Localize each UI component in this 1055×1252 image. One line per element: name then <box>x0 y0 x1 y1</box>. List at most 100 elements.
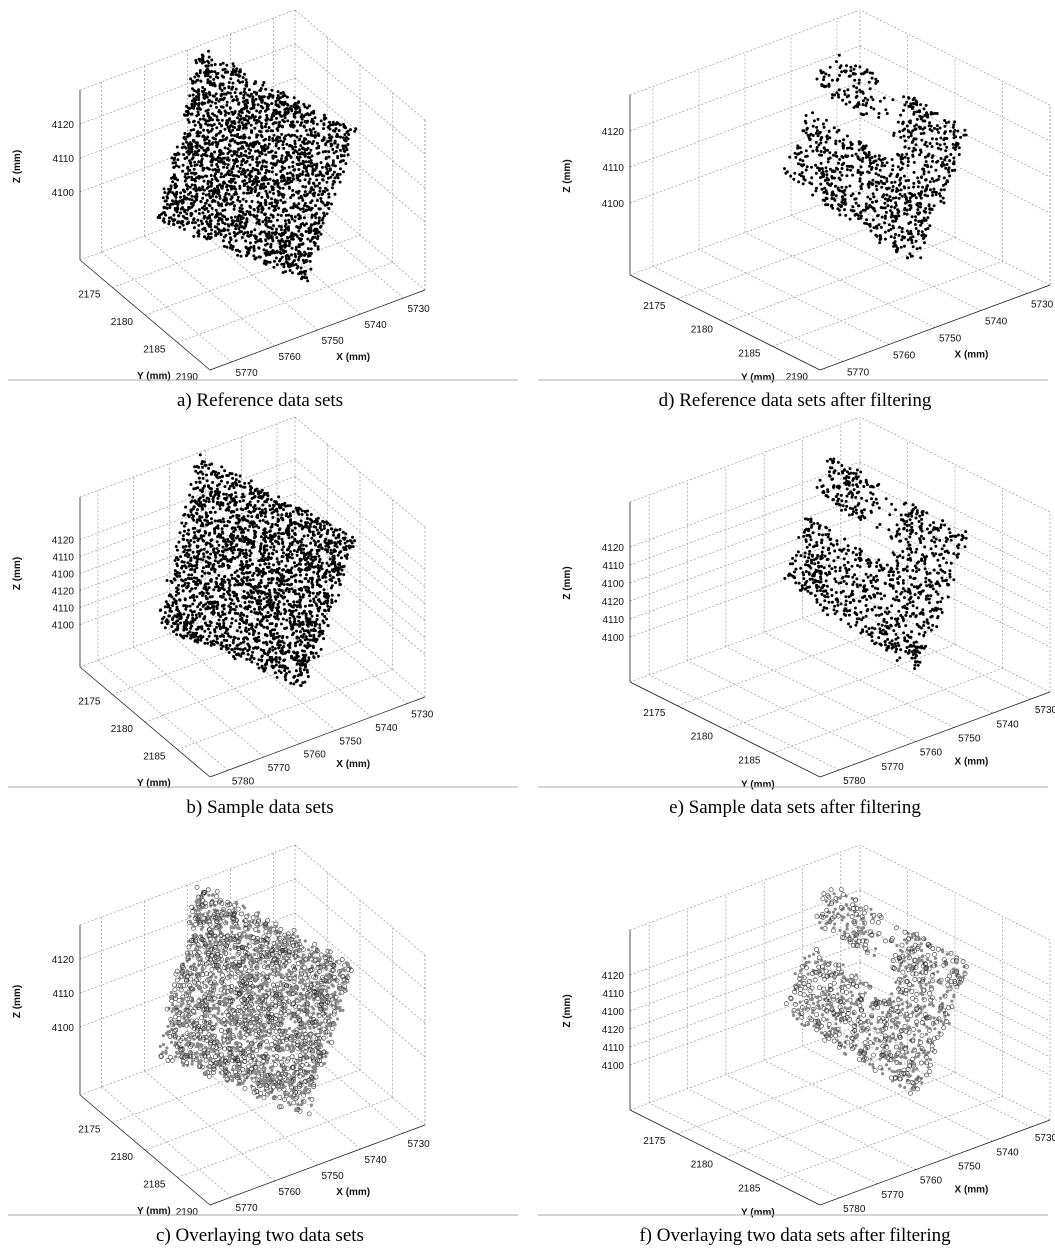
point <box>319 232 323 236</box>
point <box>303 604 307 608</box>
x-axis-label: X (mm) <box>336 759 370 770</box>
panel: 5730574057505760577021752180218521904100… <box>8 844 518 1246</box>
point <box>243 179 247 182</box>
point <box>208 463 212 467</box>
point <box>206 67 209 71</box>
point <box>174 200 177 204</box>
point <box>202 617 206 621</box>
point <box>280 576 283 580</box>
point <box>281 140 285 144</box>
point <box>243 231 247 235</box>
point <box>284 244 288 248</box>
point <box>175 564 179 568</box>
point <box>342 154 346 158</box>
point <box>219 111 223 115</box>
point <box>305 106 309 110</box>
point <box>272 114 276 118</box>
point <box>185 586 189 590</box>
point <box>201 211 205 215</box>
point <box>257 658 261 662</box>
point <box>197 497 201 501</box>
point <box>285 635 289 639</box>
point <box>198 519 202 523</box>
point <box>330 601 334 604</box>
point <box>287 590 291 594</box>
point <box>324 580 328 584</box>
point <box>242 576 246 580</box>
y-axis-label: Y (mm) <box>137 371 171 382</box>
point <box>291 510 295 514</box>
point <box>260 665 264 669</box>
point <box>166 605 170 609</box>
point <box>236 217 240 221</box>
point <box>259 581 263 585</box>
point <box>183 113 187 117</box>
point <box>309 628 313 632</box>
point <box>275 116 278 120</box>
point <box>242 167 245 171</box>
point <box>296 659 300 663</box>
point <box>237 227 241 231</box>
point <box>293 531 297 535</box>
point <box>260 654 264 658</box>
point <box>321 612 324 616</box>
point <box>163 626 167 630</box>
point <box>284 254 288 258</box>
point <box>253 228 257 232</box>
point <box>310 215 314 219</box>
point <box>331 569 335 573</box>
point <box>283 116 287 120</box>
point <box>188 141 192 145</box>
point <box>189 212 193 215</box>
point <box>214 169 218 173</box>
point <box>310 142 314 146</box>
point <box>332 557 336 560</box>
point <box>215 625 219 629</box>
point <box>266 107 270 111</box>
point <box>262 144 266 148</box>
point <box>255 217 259 221</box>
point <box>275 204 279 207</box>
point <box>303 644 307 648</box>
point <box>196 486 200 490</box>
point <box>173 569 177 573</box>
point <box>166 620 170 624</box>
point <box>265 584 269 588</box>
point <box>283 207 287 211</box>
point <box>205 541 209 545</box>
point <box>304 167 308 171</box>
point <box>284 157 288 161</box>
point <box>195 72 199 76</box>
point <box>246 542 250 546</box>
point <box>207 98 211 102</box>
point <box>324 165 328 169</box>
point <box>275 227 279 231</box>
point <box>244 103 248 107</box>
point <box>279 91 283 95</box>
point <box>295 129 299 133</box>
point <box>167 187 171 191</box>
point <box>193 160 197 164</box>
point <box>275 201 279 205</box>
point <box>322 122 326 126</box>
point <box>250 627 254 631</box>
point <box>234 473 238 477</box>
point <box>259 535 263 539</box>
point <box>240 145 244 148</box>
point <box>196 130 200 134</box>
point <box>208 237 212 240</box>
point <box>238 220 242 224</box>
point <box>303 178 307 182</box>
point <box>298 110 302 114</box>
point <box>258 519 262 523</box>
point <box>208 75 212 79</box>
point <box>180 564 184 568</box>
point <box>293 149 297 153</box>
point <box>197 101 201 105</box>
point <box>299 207 302 211</box>
point <box>303 253 306 257</box>
grid-line <box>276 593 408 704</box>
point <box>264 218 268 222</box>
point <box>283 669 287 673</box>
point <box>188 197 191 201</box>
